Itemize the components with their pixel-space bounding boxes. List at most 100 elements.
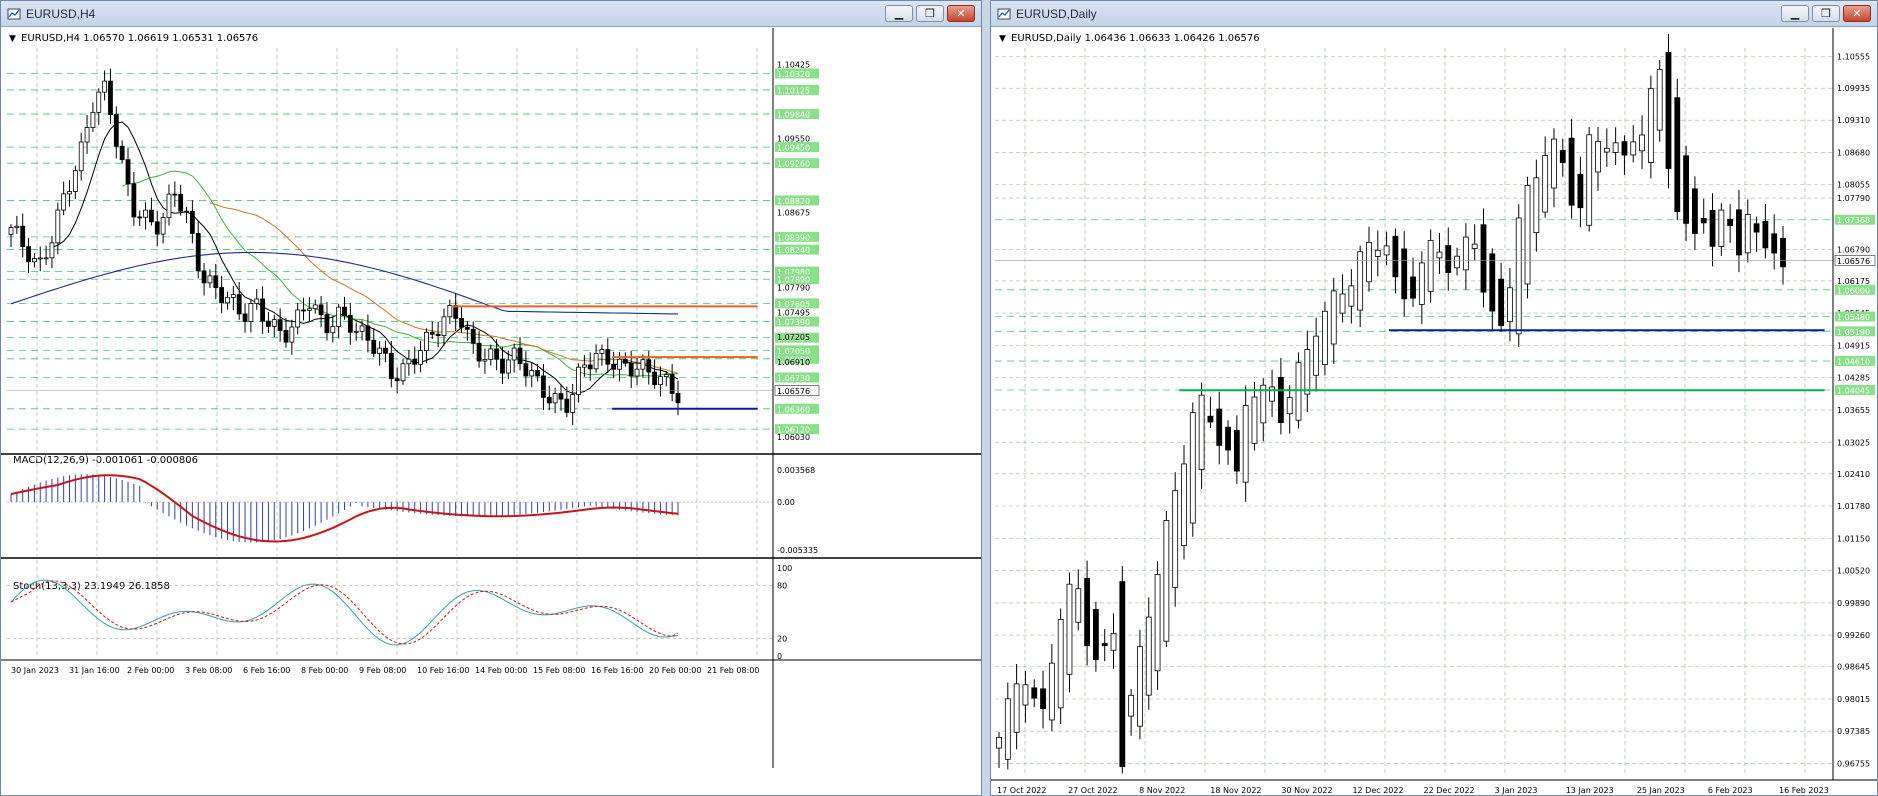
- candle-body: [517, 347, 523, 365]
- candle-body: [318, 304, 324, 316]
- candle-body: [1357, 251, 1364, 311]
- price-tick-label: 1.07790: [777, 284, 810, 293]
- candle-body: [1771, 233, 1778, 254]
- candle-body: [634, 368, 640, 377]
- candle-body: [1480, 224, 1487, 293]
- candle-body: [1031, 687, 1038, 699]
- candle-body: [541, 375, 546, 398]
- candle-body: [342, 306, 347, 316]
- candle-body: [383, 347, 388, 354]
- minimize-button[interactable]: ▁: [885, 5, 913, 22]
- green-level-label: 1.08240: [777, 246, 810, 255]
- green-level-label: 1.07368: [1837, 216, 1870, 225]
- green-level-label-bg: [775, 84, 819, 95]
- candle-body: [505, 359, 511, 374]
- candle-body: [189, 210, 195, 234]
- price-tick-label: 1.10425: [777, 61, 810, 70]
- candle-body: [1322, 310, 1328, 365]
- candle-body: [347, 315, 353, 333]
- restore-button[interactable]: ❐: [916, 5, 944, 22]
- candle-body: [96, 91, 102, 113]
- candle-body: [1260, 384, 1267, 424]
- candle-body: [1507, 287, 1513, 323]
- candle-body: [43, 257, 49, 260]
- green-level-label-bg: [1835, 356, 1875, 367]
- h4-chart-canvas[interactable]: ▼ EURUSD,H4 1.06570 1.06619 1.06531 1.06…: [1, 28, 981, 796]
- dropdown-triangle-icon[interactable]: ▼: [9, 34, 16, 44]
- green-level-label: 1.07200: [777, 334, 810, 343]
- daily-chart-canvas[interactable]: ▼ EURUSD,Daily 1.06436 1.06633 1.06426 1…: [991, 28, 1877, 796]
- candle-body: [599, 349, 605, 354]
- dropdown-triangle-icon[interactable]: ▼: [999, 34, 1006, 44]
- h4-window-title: EURUSD,H4: [26, 6, 96, 21]
- candle-body: [207, 275, 213, 284]
- stoch-signal-line: [10, 580, 679, 645]
- candle-body: [1137, 646, 1143, 727]
- candle-body: [149, 209, 154, 223]
- candle-body: [1392, 235, 1399, 278]
- price-tick-label: 1.08675: [777, 209, 810, 218]
- candle-body: [1057, 619, 1064, 709]
- green-level-label: 1.05480: [1837, 313, 1870, 322]
- candle-body: [552, 393, 558, 404]
- candle-body: [1533, 177, 1540, 234]
- price-tick-label: 1.02410: [1837, 470, 1870, 479]
- candle-body: [1216, 408, 1223, 446]
- green-level-label-bg: [775, 345, 819, 356]
- candle-body: [1586, 134, 1593, 226]
- candle-body: [312, 304, 318, 310]
- candle-body: [178, 193, 184, 212]
- green-level-label: 1.07050: [777, 347, 810, 356]
- candle-body: [429, 331, 435, 335]
- candle-body: [1295, 362, 1302, 421]
- candle-body: [172, 193, 178, 196]
- green-level-label: 1.07605: [777, 300, 810, 309]
- candle-body: [388, 352, 394, 380]
- price-tick-label: 1.06030: [777, 433, 810, 442]
- candle-body: [400, 363, 406, 382]
- candle-body: [359, 325, 365, 332]
- candle-body: [166, 193, 172, 218]
- candle-body: [102, 80, 108, 93]
- candle-body: [1084, 577, 1090, 647]
- restore-button[interactable]: ❐: [1812, 5, 1840, 22]
- minimize-button[interactable]: ▁: [1781, 5, 1809, 22]
- candle-body: [119, 145, 125, 161]
- price-tick-label: 1.01150: [1837, 534, 1870, 543]
- h4-chart-window[interactable]: EURUSD,H4 ▁ ❐ ✕ ▼ EURUSD,H4 1.06570 1.06…: [0, 0, 982, 796]
- time-axis-label: 31 Jan 16:00: [69, 666, 120, 675]
- daily-title-bar[interactable]: EURUSD,Daily ▁ ❐ ✕: [991, 1, 1877, 27]
- candle-body: [20, 225, 26, 248]
- close-button[interactable]: ✕: [947, 5, 975, 22]
- candle-body: [1744, 214, 1751, 254]
- green-level-label-bg: [1835, 326, 1875, 337]
- candle-body: [1489, 253, 1496, 312]
- chart-window-icon: [7, 8, 21, 19]
- candle-body: [1780, 237, 1786, 268]
- candle-body: [605, 349, 611, 365]
- time-axis-label: 25 Jan 2023: [1637, 786, 1685, 795]
- candle-body: [1348, 285, 1355, 307]
- candle-body: [1154, 574, 1161, 672]
- h4-title-bar[interactable]: EURUSD,H4 ▁ ❐ ✕: [1, 1, 981, 27]
- candle-body: [1225, 426, 1231, 451]
- candle-body: [535, 370, 540, 377]
- candle-body: [306, 308, 312, 311]
- candle-body: [1647, 88, 1654, 163]
- price-tick-label: 0.97385: [1837, 727, 1870, 736]
- green-level-label: 1.10320: [777, 70, 810, 79]
- price-tick-label: 1.09935: [1837, 84, 1870, 93]
- green-level-label-bg: [775, 142, 819, 153]
- close-button[interactable]: ✕: [1843, 5, 1871, 22]
- green-level-label: 1.07980: [777, 268, 810, 277]
- green-level-label-bg: [775, 372, 819, 383]
- candle-body: [1313, 335, 1320, 376]
- candle-body: [201, 270, 207, 284]
- candle-body: [1762, 220, 1769, 249]
- candle-body: [160, 217, 166, 235]
- daily-chart-window[interactable]: EURUSD,Daily ▁ ❐ ✕ ▼ EURUSD,Daily 1.0643…: [990, 0, 1878, 796]
- candle-body: [113, 114, 119, 147]
- candle-body: [1542, 155, 1549, 213]
- candle-body: [576, 366, 581, 395]
- candle-body: [1568, 137, 1575, 206]
